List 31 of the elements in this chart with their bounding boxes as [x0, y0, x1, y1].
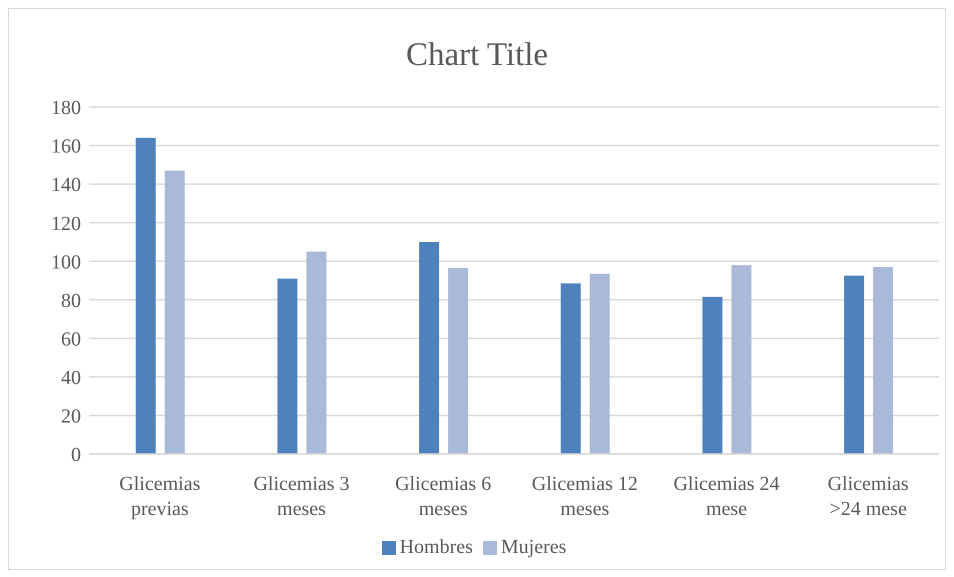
y-tick-label: 60: [61, 328, 81, 350]
legend-label: Mujeres: [500, 536, 566, 558]
bar: [590, 274, 610, 454]
y-tick-label: 20: [61, 406, 81, 428]
x-tick-label: Glicemias 24 mese: [673, 473, 780, 520]
x-tick-label: Glicemias >24 mese: [828, 473, 909, 520]
bar: [164, 170, 185, 454]
bar: [277, 278, 298, 454]
y-tick-label: 160: [51, 136, 81, 158]
bar: [702, 296, 722, 454]
y-tick-label: 120: [51, 212, 81, 235]
x-tick-label: Glicemias 6 meses: [395, 473, 492, 520]
x-tick-label: Glicemias 12 meses: [532, 473, 638, 520]
bar: [306, 252, 326, 454]
bar: [873, 267, 894, 454]
y-tick-label: 40: [61, 366, 81, 389]
bar: [560, 283, 581, 454]
y-tick-label: 180: [51, 97, 81, 120]
bar: [448, 268, 468, 454]
y-tick-label: 100: [51, 251, 81, 274]
chart-title: Chart Title: [404, 37, 550, 74]
bar: [136, 138, 156, 454]
bar: [731, 265, 752, 454]
y-tick-label: 80: [61, 290, 81, 312]
bar: [419, 242, 440, 454]
y-tick-label: 140: [51, 174, 81, 196]
legend-label: Hombres: [400, 536, 473, 558]
x-tick-label: Glicemias previas: [119, 473, 201, 520]
y-tick-label: 0: [71, 444, 81, 466]
bar: [844, 276, 864, 454]
x-tick-label: Glicemias 3 meses: [253, 473, 350, 520]
